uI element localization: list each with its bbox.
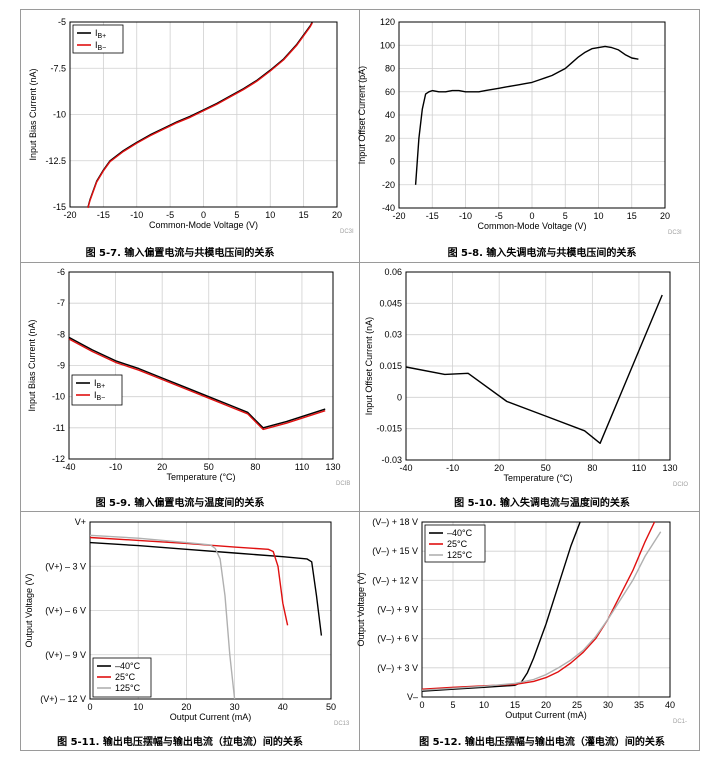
chart-panel-bias-vs-vcm: 图 5-7. 输入偏置电流与共模电压间的关系 [0, 0, 360, 262]
chart-caption: 图 5-8. 输入失调电流与共模电压间的关系 [447, 248, 637, 259]
chart-panel-offset-vs-vcm: 图 5-8. 输入失调电流与共模电压间的关系 [360, 0, 724, 262]
chart-caption: 图 5-10. 输入失调电流与温度间的关系 [454, 498, 630, 509]
figure-grid [20, 9, 700, 751]
grid-hline-2 [20, 511, 700, 512]
chart-panel-vout-vs-sink-current: 图 5-12. 输出电压摆幅与输出电流（灌电流）间的关系 [360, 0, 724, 759]
chart-caption: 图 5-9. 输入偏置电流与温度间的关系 [95, 498, 265, 509]
chart-panel-bias-vs-temp: 图 5-9. 输入偏置电流与温度间的关系 [0, 0, 360, 511]
grid-vline [359, 9, 360, 751]
chart-caption: 图 5-11. 输出电压摆幅与输出电流（拉电流）间的关系 [57, 737, 303, 748]
chart-panel-vout-vs-source-current: 图 5-11. 输出电压摆幅与输出电流（拉电流）间的关系 [0, 0, 360, 759]
grid-hline-1 [20, 262, 700, 263]
chart-caption: 图 5-12. 输出电压摆幅与输出电流（灌电流）间的关系 [419, 737, 665, 748]
chart-panel-offset-vs-temp: 图 5-10. 输入失调电流与温度间的关系 [360, 0, 724, 511]
chart-caption: 图 5-7. 输入偏置电流与共模电压间的关系 [85, 248, 275, 259]
